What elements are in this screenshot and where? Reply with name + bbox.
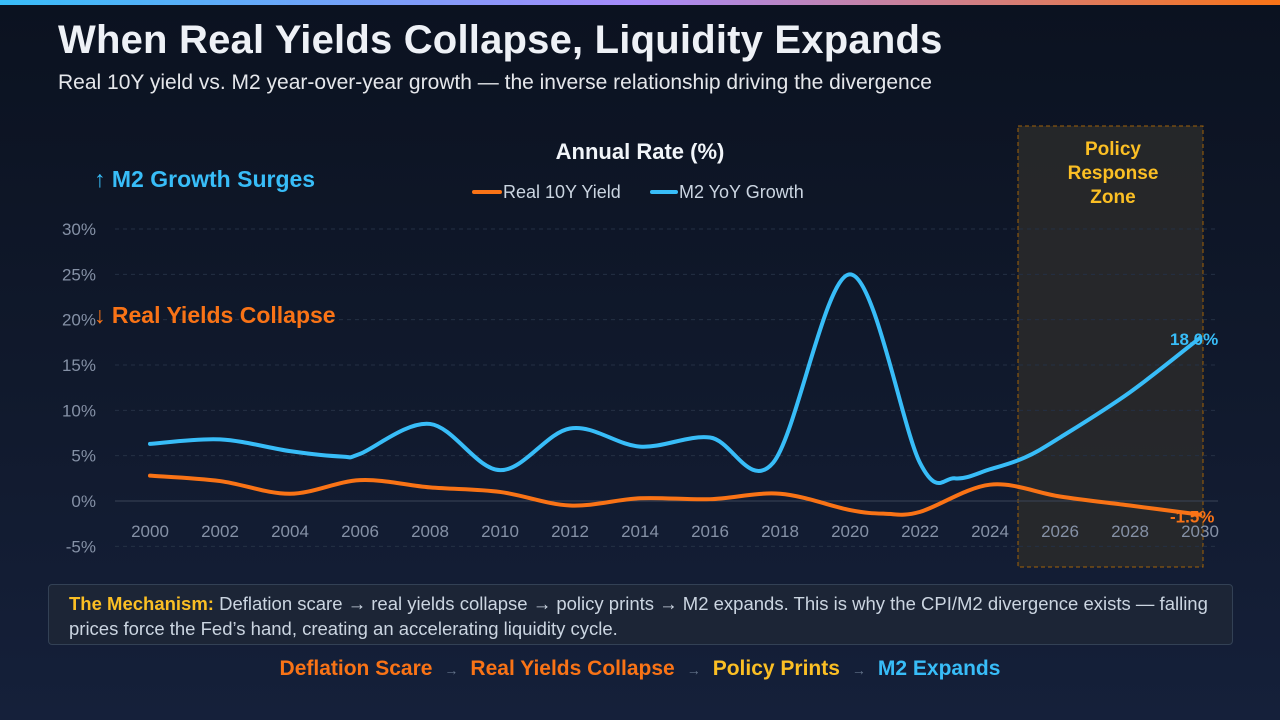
mechanism-label: The Mechanism: (69, 593, 214, 614)
legend: Real 10Y Yield M2 YoY Growth (472, 182, 804, 202)
x-tick-label: 2006 (341, 522, 379, 541)
legend-label-real-yield: Real 10Y Yield (503, 182, 621, 202)
x-tick-label: 2012 (551, 522, 589, 541)
flow-arrow-icon: → (851, 662, 866, 678)
real-yield-line (148, 473, 1202, 517)
x-tick-label: 2000 (131, 522, 169, 541)
chart: Policy Response Zone 30% 25% 20% 15% 10% 5% 0% -5… (62, 125, 1219, 568)
yield-collapse-annotation: ↓ Real Yields Collapse (94, 302, 336, 328)
page-title: When Real Yields Collapse, Liquidity Exp… (58, 18, 943, 62)
flow-arrow-icon: → (444, 662, 459, 678)
x-tick-label: 2020 (831, 522, 869, 541)
page-subtitle: Real 10Y yield vs. M2 year-over-year gro… (58, 71, 932, 94)
x-tick-label: 2026 (1041, 522, 1079, 541)
causal-flow: Deflation Scare → Real Yields Collapse → Pol… (0, 657, 1280, 681)
flow-step-yields: Real Yields Collapse (470, 657, 675, 680)
y-tick-label: 25% (62, 265, 96, 284)
y-tick-label: 30% (62, 220, 96, 239)
mechanism-text: Deflation scare → real yields collapse →… (69, 593, 1208, 639)
flow-step-m2: M2 Expands (877, 657, 1001, 680)
accent-bar (0, 0, 1280, 5)
x-tick-label: 2010 (481, 522, 519, 541)
x-tick-label: 2004 (271, 522, 309, 541)
flow-step-deflation: Deflation Scare (279, 657, 433, 680)
legend-label-m2: M2 YoY Growth (679, 182, 804, 202)
y-tick-label: 10% (62, 401, 96, 420)
x-tick-label: 2008 (411, 522, 449, 541)
x-tick-label: 2022 (901, 522, 939, 541)
y-tick-label: 5% (71, 447, 96, 466)
x-tick-label: 2024 (971, 522, 1009, 541)
x-tick-label: 2030 (1181, 522, 1219, 541)
y-tick-label: 15% (62, 356, 96, 375)
m2-growth-line (148, 272, 1202, 485)
zone-label-line: Zone (1090, 187, 1135, 208)
y-tick-label: -5% (66, 537, 96, 556)
x-tick-label: 2028 (1111, 522, 1149, 541)
x-tick-label: 2002 (201, 522, 239, 541)
zone-label-line: Policy (1085, 139, 1141, 160)
y-tick-label: 20% (62, 311, 96, 330)
x-tick-label: 2016 (691, 522, 729, 541)
zone-label-line: Response (1068, 163, 1159, 184)
flow-step-policy: Policy Prints (712, 657, 840, 680)
x-tick-label: 2018 (761, 522, 799, 541)
y-tick-label: 0% (71, 492, 96, 511)
mechanism-box: The Mechanism: Deflation scare → real yi… (48, 584, 1233, 645)
x-tick-label: 2014 (621, 522, 659, 541)
chart-title: Annual Rate (%) (556, 139, 725, 164)
m2-surge-annotation: ↑ M2 Growth Surges (94, 166, 315, 192)
zone-label: Policy Response Zone (1068, 139, 1159, 208)
m2-end-label: 18.0% (1170, 330, 1218, 349)
real-yield-end-label: -1.5% (1170, 508, 1214, 527)
flow-arrow-icon: → (686, 662, 701, 678)
